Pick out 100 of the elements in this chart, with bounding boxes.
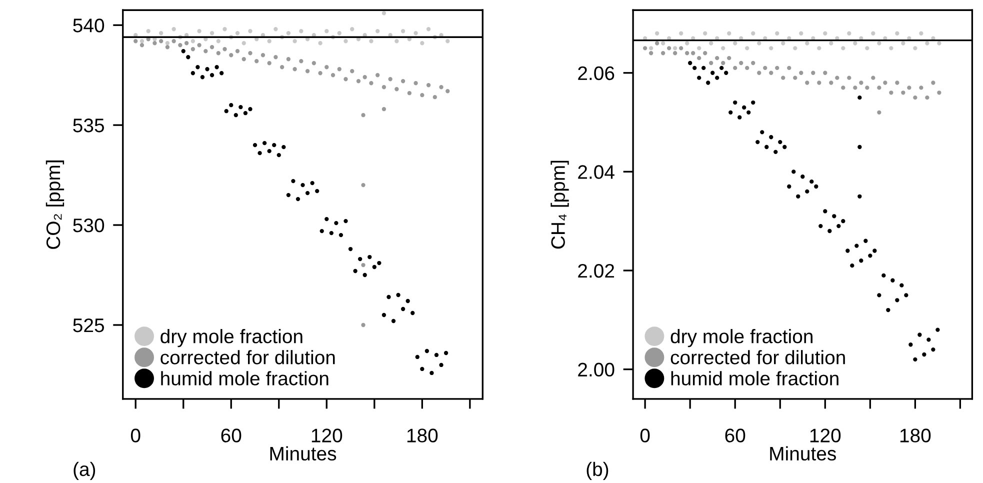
point (369, 81, 374, 86)
point (430, 370, 434, 376)
point (696, 76, 702, 80)
point (382, 11, 386, 16)
x-tick-label: 60 (725, 428, 746, 442)
point (702, 31, 708, 36)
point (159, 39, 164, 44)
point (252, 142, 258, 148)
point (829, 80, 834, 85)
legend-label: corrected for dilution (160, 350, 335, 364)
point (280, 65, 284, 70)
point (853, 41, 858, 46)
point (925, 96, 930, 100)
point (721, 60, 726, 66)
point (688, 60, 692, 66)
point (877, 293, 882, 298)
point (344, 218, 348, 224)
point (907, 86, 912, 90)
point (769, 46, 774, 50)
point (229, 53, 234, 58)
point (310, 180, 314, 186)
point (805, 189, 810, 194)
point (701, 66, 706, 70)
point (877, 86, 882, 90)
point (847, 76, 852, 80)
point (901, 90, 906, 95)
point (296, 196, 300, 202)
legend-label: dry mole fraction (670, 329, 812, 348)
point (660, 51, 666, 56)
point (763, 66, 768, 70)
point (350, 27, 354, 32)
point (358, 256, 362, 262)
point (318, 71, 322, 76)
point (918, 332, 922, 337)
point (386, 294, 391, 300)
point (727, 31, 732, 36)
point (426, 27, 431, 32)
point (792, 170, 796, 174)
point (871, 76, 876, 80)
point (400, 306, 406, 312)
point (178, 43, 182, 48)
point (853, 86, 858, 90)
point (407, 91, 412, 96)
point (410, 310, 415, 316)
point (805, 41, 810, 46)
point (197, 43, 202, 48)
point (234, 113, 238, 118)
point (692, 66, 697, 70)
point (415, 354, 420, 360)
point (260, 53, 266, 58)
point (424, 348, 430, 354)
point (796, 194, 800, 198)
point (756, 140, 760, 144)
point (420, 366, 424, 372)
point (847, 31, 852, 36)
point (446, 89, 450, 94)
point (684, 51, 690, 56)
point (444, 350, 448, 356)
point (330, 73, 336, 78)
point (210, 31, 214, 36)
point (868, 254, 872, 258)
point (751, 31, 756, 36)
point (778, 140, 782, 144)
point (769, 135, 774, 140)
point (394, 39, 399, 44)
point (925, 41, 930, 46)
point (274, 27, 278, 32)
point (140, 39, 144, 44)
point (344, 77, 348, 82)
point (356, 79, 361, 84)
point (696, 56, 702, 60)
point (406, 298, 410, 304)
text: (a) (74, 462, 96, 480)
x-tick-label: 180 (407, 428, 438, 442)
legend-label: corrected for dilution (670, 350, 845, 364)
point (865, 46, 870, 50)
point (895, 80, 900, 85)
point (823, 70, 828, 75)
y-tick-label: 540 (73, 18, 104, 32)
point (210, 73, 214, 78)
point (895, 298, 900, 302)
point (238, 105, 243, 110)
point (235, 31, 240, 36)
point (799, 31, 804, 36)
point (727, 56, 732, 60)
point (739, 60, 744, 66)
point (172, 27, 176, 32)
point (197, 29, 202, 34)
point (242, 57, 246, 62)
point (654, 41, 660, 46)
x-axis-title: Minutes (770, 446, 836, 461)
point (757, 41, 762, 46)
point (388, 77, 392, 82)
point (728, 110, 733, 114)
x-tick-label: 0 (640, 428, 650, 442)
point (648, 46, 654, 50)
point (931, 347, 936, 352)
point (781, 76, 786, 80)
point (800, 174, 805, 179)
point (877, 110, 882, 114)
